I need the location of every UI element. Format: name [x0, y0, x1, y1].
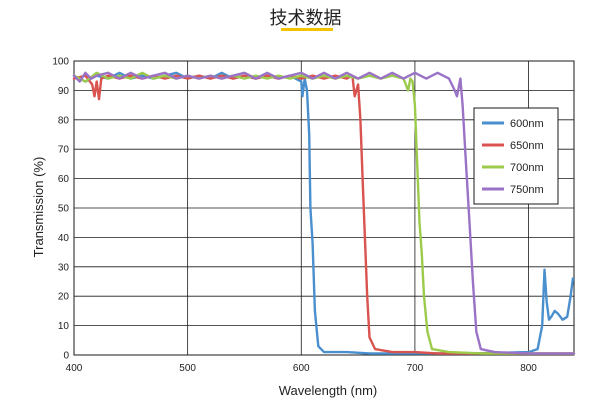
x-axis-label: Wavelength (nm): [279, 383, 378, 398]
y-tick-label: 0: [63, 351, 69, 362]
y-tick-label: 100: [52, 57, 69, 68]
grid-layer: [73, 60, 575, 356]
y-tick-label: 30: [58, 262, 70, 273]
x-tick-label: 800: [520, 363, 537, 374]
legend-label-600nm: 600nm: [510, 118, 544, 130]
legend-label-650nm: 650nm: [510, 140, 544, 152]
x-tick-label: 700: [407, 363, 424, 374]
x-tick-label: 400: [66, 363, 83, 374]
y-axis-label: Transmission (%): [31, 157, 46, 258]
series-layer: [72, 71, 576, 355]
y-tick-label: 80: [58, 115, 70, 126]
y-tick-label: 50: [58, 204, 70, 215]
y-tick-label: 10: [58, 321, 70, 332]
x-tick-label: 600: [293, 363, 310, 374]
legend: 600nm 650nm 700nm 750nm: [473, 107, 559, 205]
page-title: 技术数据: [269, 8, 342, 28]
y-tick-label: 90: [58, 86, 70, 97]
series-line-650nm: [72, 74, 576, 355]
title-underline: [281, 28, 333, 31]
y-tick-label: 20: [58, 292, 70, 303]
legend-label-700nm: 700nm: [510, 162, 544, 174]
series-line-750nm: [72, 71, 576, 355]
tick-layer: 0 10 20 30 40 50 60 70 80 90 100 400 500 600 700 800: [52, 57, 537, 375]
y-tick-label: 70: [58, 145, 70, 156]
legend-label-750nm: 750nm: [510, 184, 544, 196]
y-tick-label: 60: [58, 174, 70, 185]
x-tick-label: 500: [179, 363, 196, 374]
y-tick-label: 40: [58, 233, 70, 244]
series-line-700nm: [72, 71, 576, 355]
